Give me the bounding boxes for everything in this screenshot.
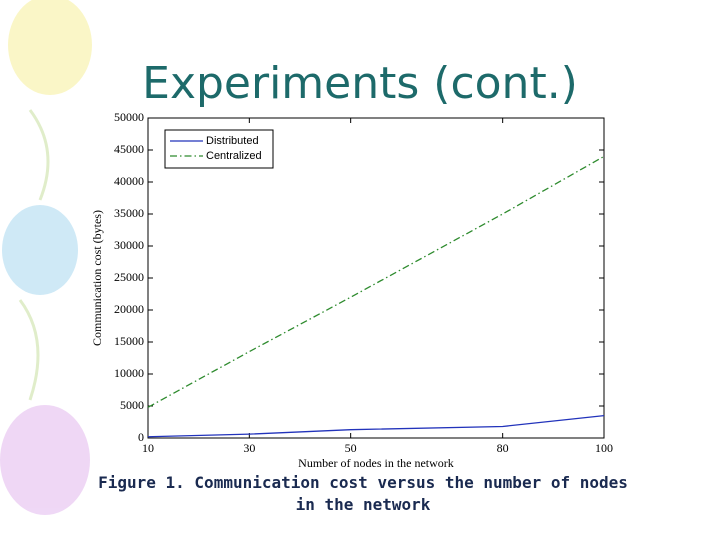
y-tick-label: 15000 — [114, 334, 144, 348]
x-tick-label: 30 — [243, 441, 255, 455]
legend-label: Distributed — [206, 135, 259, 147]
y-tick-label: 5000 — [120, 398, 144, 412]
y-tick-label: 50000 — [114, 110, 144, 124]
y-tick-label: 25000 — [114, 270, 144, 284]
x-tick-label: 80 — [497, 441, 509, 455]
y-tick-label: 35000 — [114, 206, 144, 220]
y-tick-label: 40000 — [114, 174, 144, 188]
series-line — [147, 155, 605, 408]
y-tick-label: 10000 — [114, 366, 144, 380]
series-line — [147, 414, 605, 438]
y-axis-label: Communication cost (bytes) — [90, 210, 104, 346]
plot-area — [147, 117, 605, 439]
x-tick-label: 10 — [142, 441, 154, 455]
x-tick-label: 100 — [595, 441, 613, 455]
slide-title: Experiments (cont.) — [142, 58, 578, 109]
legend-box — [164, 129, 274, 169]
legend-label: Centralized — [206, 150, 262, 162]
balloon-decoration — [0, 0, 92, 515]
y-tick-label: 30000 — [114, 238, 144, 252]
x-axis-label: Number of nodes in the network — [298, 456, 454, 470]
y-tick-label: 20000 — [114, 302, 144, 316]
y-tick-label: 0 — [138, 430, 144, 444]
x-tick-label: 50 — [345, 441, 357, 455]
figure-caption: Figure 1. Communication cost versus the … — [98, 473, 628, 514]
y-tick-label: 45000 — [114, 142, 144, 156]
